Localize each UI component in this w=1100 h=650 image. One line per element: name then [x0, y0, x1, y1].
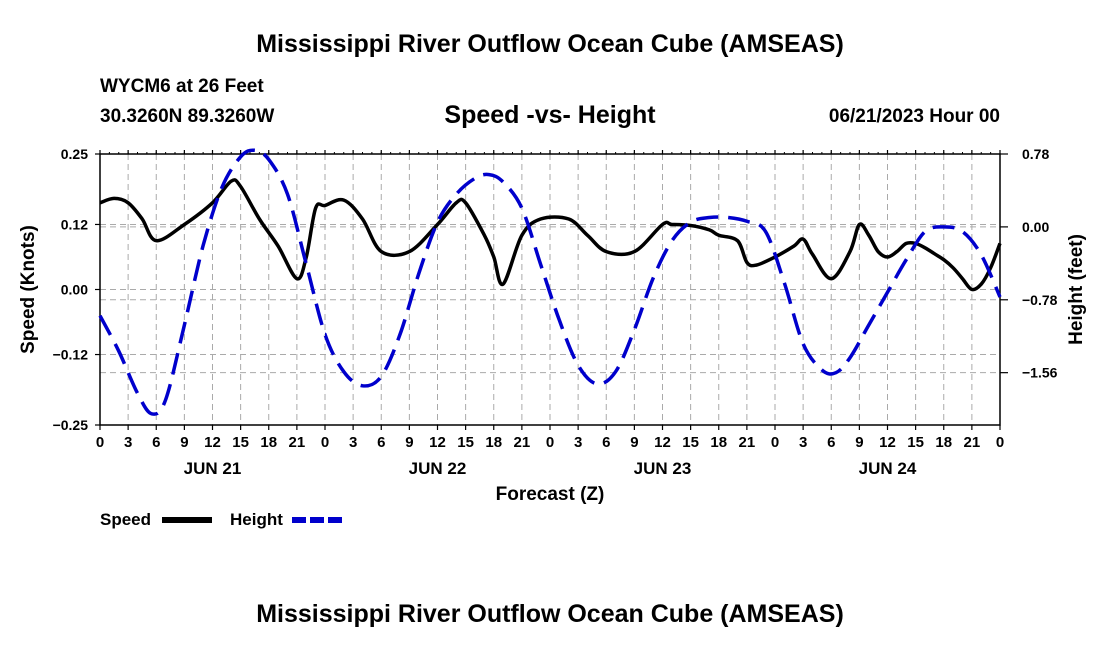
day-label: JUN 23	[634, 459, 692, 478]
x-tick-label: 21	[964, 434, 981, 451]
x-tick-label: 0	[321, 434, 329, 451]
x-tick-label: 18	[485, 434, 502, 451]
x-tick-label: 3	[349, 434, 357, 451]
y-tick-label: −0.25	[53, 417, 89, 433]
x-tick-label: 9	[630, 434, 638, 451]
x-tick-label: 18	[710, 434, 727, 451]
y2-tick-label: −0.78	[1022, 292, 1058, 308]
y-tick-label: 0.12	[61, 216, 88, 232]
axis-ticks: 0 3 6 9 12 15 18 21 0 3 6 9 12 15 18 21 0 3 6 9 12 15 18 21 0 3 6 9…	[53, 146, 1058, 478]
y2-tick-label: 0.00	[1022, 219, 1049, 235]
y-tick-label: 0.25	[61, 146, 88, 162]
x-tick-label: 12	[429, 434, 446, 451]
legend: Speed Height	[100, 510, 342, 529]
x-tick-label: 15	[457, 434, 474, 451]
x-tick-label: 6	[152, 434, 160, 451]
x-tick-label: 3	[799, 434, 807, 451]
y2-axis-label: Height (feet)	[1066, 234, 1087, 345]
x-tick-label: 12	[204, 434, 221, 451]
x-tick-label: 15	[682, 434, 699, 451]
legend-label-height: Height	[230, 510, 283, 529]
x-tick-label: 18	[260, 434, 277, 451]
x-tick-label: 21	[739, 434, 756, 451]
y-tick-label: −0.12	[53, 347, 89, 363]
x-tick-label: 15	[907, 434, 924, 451]
grid-lines	[100, 153, 1000, 425]
station-label: WYCM6 at 26 Feet	[100, 76, 264, 97]
series-group	[98, 148, 1002, 416]
datetime-label: 06/21/2023 Hour 00	[828, 106, 1000, 127]
x-tick-label: 6	[602, 434, 610, 451]
legend-label-speed: Speed	[100, 510, 151, 529]
x-tick-label: 9	[180, 434, 188, 451]
x-tick-label: 12	[879, 434, 896, 451]
y2-tick-label: 0.78	[1022, 146, 1049, 162]
x-tick-label: 6	[827, 434, 835, 451]
height-series-line	[98, 148, 1002, 416]
x-axis-label: Forecast (Z)	[496, 484, 605, 505]
chart-title: Mississippi River Outflow Ocean Cube (AM…	[256, 30, 844, 58]
bottom-title: Mississippi River Outflow Ocean Cube (AM…	[256, 600, 844, 628]
y2-tick-label: −1.56	[1022, 365, 1058, 381]
x-tick-label: 3	[574, 434, 582, 451]
coordinates-label: 30.3260N 89.3260W	[100, 106, 275, 127]
x-tick-label: 0	[96, 434, 104, 451]
y-axis-label: Speed (Knots)	[18, 225, 39, 354]
x-tick-label: 21	[514, 434, 531, 451]
x-tick-label: 0	[771, 434, 779, 451]
x-tick-label: 0	[546, 434, 554, 451]
speed-series-line	[99, 178, 1002, 292]
y-tick-label: 0.00	[61, 282, 88, 298]
x-tick-label: 15	[232, 434, 249, 451]
x-tick-label: 3	[124, 434, 132, 451]
x-tick-label: 0	[996, 434, 1004, 451]
day-label: JUN 22	[409, 459, 467, 478]
x-tick-label: 18	[935, 434, 952, 451]
chart-subtitle: Speed -vs- Height	[444, 101, 656, 129]
day-label: JUN 21	[184, 459, 242, 478]
day-label: JUN 24	[859, 459, 917, 478]
x-tick-label: 9	[405, 434, 413, 451]
x-tick-label: 6	[377, 434, 385, 451]
x-tick-label: 21	[289, 434, 306, 451]
x-tick-label: 12	[654, 434, 671, 451]
x-tick-label: 9	[855, 434, 863, 451]
